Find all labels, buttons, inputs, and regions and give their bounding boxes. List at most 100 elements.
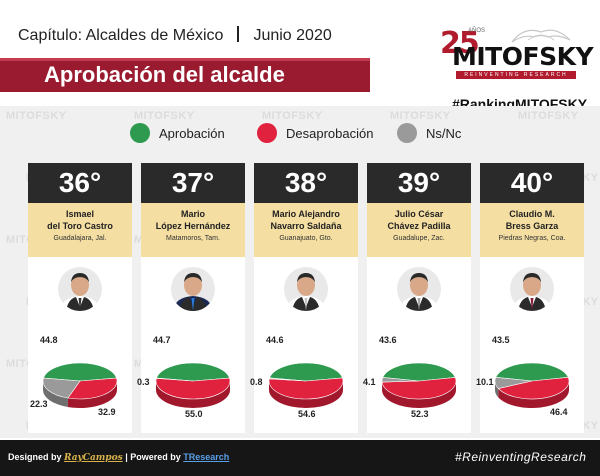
mayor-photo [171,267,215,311]
nsnc-slice-side [43,381,68,408]
mayor-card: 40° Claudio M. Bress Garza Piedras Negras,… [476,163,584,433]
mayor-card: 38° Mario Alejandro Navarro Saldaña Guanaj… [250,163,358,433]
mayor-namebox: Claudio M. Bress Garza Piedras Negras, Co… [480,203,584,257]
disapproval-slice [497,377,570,400]
disapproval-swatch [257,123,277,143]
disapproval-slice-side [269,381,343,408]
mayor-namebox: Ismael del Toro Castro Guadalajara, Jal. [28,203,132,257]
disapproval-slice [67,377,118,400]
rank-label: 37° [141,163,245,203]
watermark-text: MITOFSKY [134,110,195,122]
nsnc-slice [494,377,533,389]
logo-tagline: REINVENTING RESEARCH [456,71,576,79]
disapproval-value-label: 54.6 [298,409,316,419]
approval-slice [156,362,230,382]
approval-value-label: 44.7 [153,335,171,345]
rank-label: 39° [367,163,471,203]
nsnc-value-label: 10.1 [476,377,494,387]
watermark-text: MITOFSKY [262,110,323,122]
watermark-text: MITOFSKY [390,110,451,122]
footer-hashtag: #ReinventingResearch [455,450,587,464]
mayor-name: Mario Alejandro Navarro Saldaña [270,209,342,231]
approval-value-label: 44.8 [40,335,58,345]
nsnc-slice [268,377,307,382]
mayor-card: 37° Mario López Hernández Matamoros, Tam. 4… [137,163,245,433]
legend-disapproval: Desaprobación [257,122,373,144]
approval-value-label: 43.6 [379,335,397,345]
watermark-text: MITOFSKY [518,110,579,122]
mayor-city: Guadalajara, Jal. [53,235,107,242]
date-label: Junio 2020 [253,27,332,44]
mayor-name: Mario López Hernández [155,209,231,231]
approval-slice [269,362,343,382]
approval-swatch [130,123,150,143]
disapproval-slice [155,377,231,400]
chapter-label: Capítulo: Alcaldes de México [18,27,224,44]
footer-credits: Designed by RayCampos | Powered by TRese… [8,452,229,463]
mayor-namebox: Mario Alejandro Navarro Saldaña Guanajuat… [254,203,358,257]
mayor-photo [510,267,554,311]
eagle-emblem-icon [511,29,571,43]
mayor-namebox: Mario López Hernández Matamoros, Tam. [141,203,245,257]
powered-by-label: Powered by [130,452,181,462]
footer: Designed by RayCampos | Powered by TRese… [0,440,600,476]
mayor-city: Guadalupe, Zac. [393,235,445,242]
disapproval-slice-side [67,381,117,408]
nsnc-slice [156,377,194,382]
approval-pie-chart: 43.6 52.3 4.1 [363,335,471,431]
rank-label: 38° [254,163,358,203]
legend-nsnc: Ns/Nc [397,122,461,144]
designed-by-label: Designed by [8,452,62,462]
disapproval-value-label: 32.9 [98,407,116,417]
mayor-photo [58,267,102,311]
header-separator [237,26,240,42]
logo-years-label: AÑOS [468,28,486,34]
approval-pie-chart: 43.5 46.4 10.1 [476,335,584,431]
mayor-city: Matamoros, Tam. [166,235,220,242]
logo-brand: MITOFSKY [452,42,594,71]
mayor-card: 36° Ismael del Toro Castro Guadalajara, Ja… [28,163,132,433]
footer-separator: | [125,452,128,462]
disapproval-value-label: 46.4 [550,407,568,417]
disapproval-slice-side [382,381,456,409]
watermark-text: MITOFSKY [6,110,67,122]
approval-value-label: 44.6 [266,335,284,345]
mayor-name: Ismael del Toro Castro [47,209,113,231]
approval-value-label: 43.5 [492,335,510,345]
logo-years: 25 [440,26,480,61]
nsnc-value-label: 4.1 [363,377,376,387]
nsnc-value-label: 22.3 [30,399,48,409]
approval-pie-chart: 44.8 32.9 22.3 [28,335,132,431]
approval-slice [43,362,117,382]
rank-label: 40° [480,163,584,203]
mayor-city: Guanajuato, Gto. [279,235,333,242]
disapproval-value-label: 55.0 [185,409,203,419]
legend-label-nsnc: Ns/Nc [426,125,462,141]
page-title: Aprobación del alcalde [44,62,285,87]
mayor-photo [284,267,328,311]
rank-label: 36° [28,163,132,203]
mayor-name: Claudio M. Bress Garza [505,209,559,231]
mayor-card: 39° Julio César Chávez Padilla Guadalupe, … [363,163,471,433]
disapproval-slice-side [498,381,569,408]
mayor-city: Piedras Negras, Coa. [498,235,566,242]
disapproval-slice [268,377,344,400]
mayor-photo [397,267,441,311]
mayor-name: Julio César Chávez Padilla [387,209,451,231]
header: Capítulo: Alcaldes de México Junio 2020 A… [0,0,600,112]
designer-link[interactable]: RayCampos [64,453,123,463]
approval-slice [495,362,569,382]
legend-approval: Aprobación [130,122,225,144]
mitofsky-logo: 25 AÑOS MITOFSKY REINVENTING RESEARCH [438,24,594,94]
approval-pie-chart: 44.6 54.6 0.8 [250,335,358,431]
nsnc-slice [42,377,81,399]
title-bar-highlight [0,58,370,61]
disapproval-value-label: 52.3 [411,409,429,419]
powered-by-link[interactable]: TResearch [183,452,230,462]
title-bar [0,58,370,92]
nsnc-slice [381,377,420,383]
nsnc-value-label: 0.8 [250,377,263,387]
approval-pie-chart: 44.7 55.0 0.3 [137,335,245,431]
mayor-namebox: Julio César Chávez Padilla Guadalupe, Zac… [367,203,471,257]
legend-label-disapproval: Desaprobación [286,125,374,141]
